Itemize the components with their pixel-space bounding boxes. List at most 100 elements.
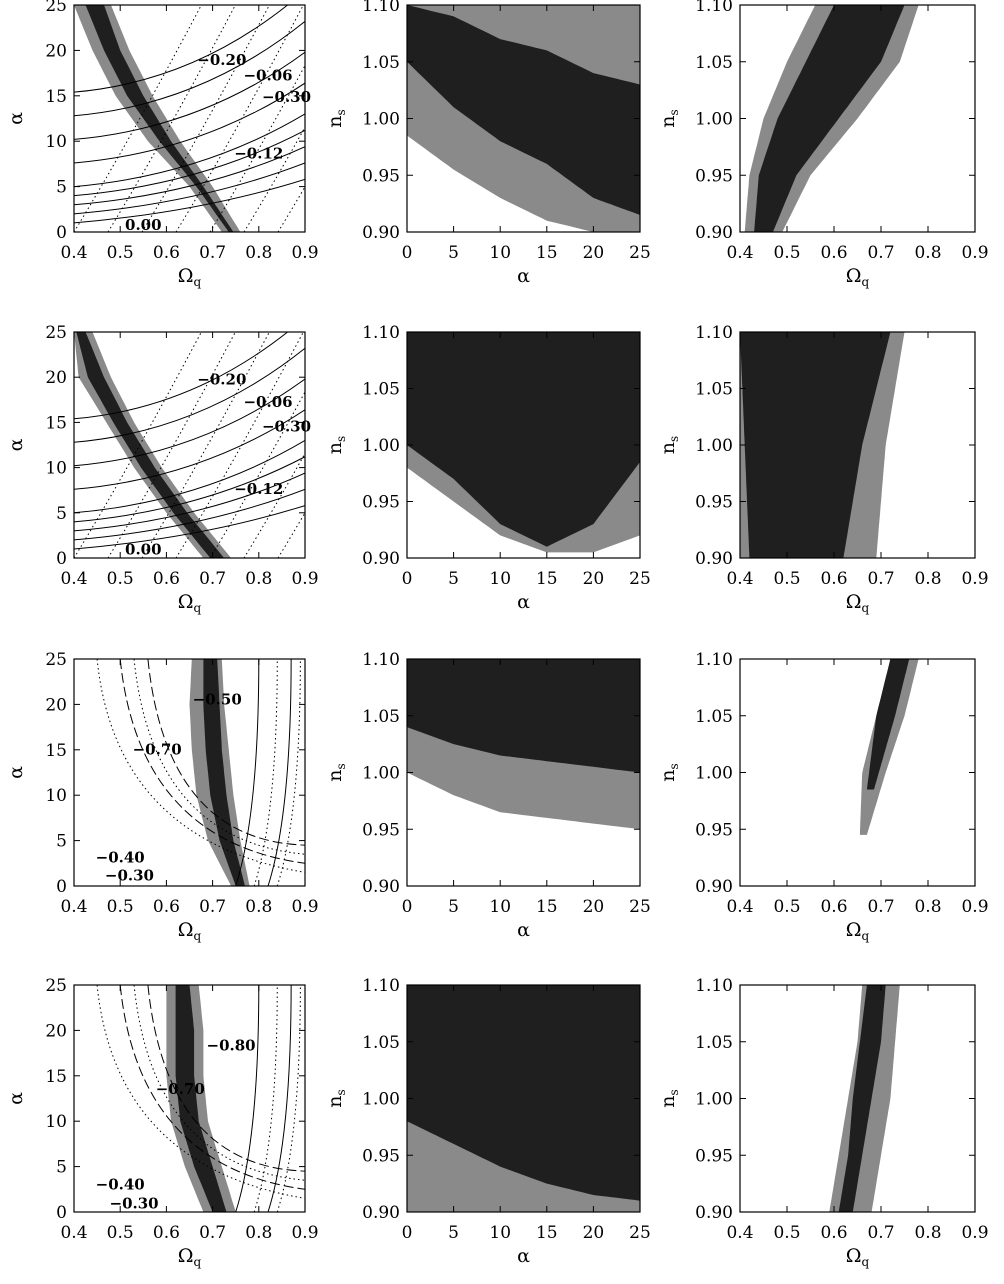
region-1sigma [175,985,227,1212]
panel-row2-col2: 0 5 10 15 20 25 0.90 0.95 1.00 1.05 1.10 α ns [324,323,651,613]
region-1sigma [407,985,640,1201]
y-tick-label: 25 [45,0,67,16]
panel-row4-col2: 0 5 10 15 20 25 0.90 0.95 1.00 1.05 1.10 α ns [324,976,651,1267]
x-tick-label: 10 [489,243,511,263]
region-1sigma [740,332,891,558]
iso-contour [74,5,289,93]
x-tick-label: 0.5 [773,569,800,589]
contour-label: −0.40 [96,1175,145,1193]
x-tick-label: 0 [402,1223,413,1243]
y-tick-label: 20 [45,695,67,715]
x-tick-label: 0.6 [820,243,847,263]
x-tick-label: 0.9 [961,243,988,263]
y-tick-label: 0.95 [695,1146,733,1166]
iso-contour [74,129,305,197]
iso-contour [253,985,278,1212]
iso-contour [74,378,305,467]
contour-label: −0.80 [207,1036,256,1054]
y-axis-label: α [5,1092,27,1105]
y-tick-label: 10 [45,459,67,479]
y-tick-label: 0.95 [695,493,733,513]
x-tick-label: 0.8 [245,897,272,917]
x-tick-label: 10 [489,1223,511,1243]
y-tick-label: 0.90 [695,877,733,897]
iso-contour [74,440,305,514]
x-tick-label: 0.6 [820,897,847,917]
x-tick-label: 0.6 [820,569,847,589]
x-tick-label: 0.5 [773,1223,800,1243]
x-tick-label: 0.8 [914,243,941,263]
x-tick-label: 0.7 [199,897,226,917]
x-tick-label: 0.5 [107,897,134,917]
iso-contour [96,985,305,1199]
y-tick-label: 1.05 [695,53,733,73]
panel-row1-col1: −0.20−0.06 −0.30 −0.12 0.00 0.4 0.5 0.6 0.7 0.8 0… [5,0,319,289]
plot-frame [739,658,976,887]
plot-frame [73,4,306,233]
y-tick-label: 1.00 [695,764,733,784]
y-tick-label: 1.10 [695,323,733,343]
iso-contour [74,178,305,224]
y-tick-label: 20 [45,1021,67,1041]
y-tick-label: 0 [56,549,67,569]
x-tick-label: 0.8 [914,897,941,917]
iso-contour [74,347,305,443]
iso-contour-dotted [175,332,304,558]
y-axis-label: ns [657,1089,681,1107]
y-axis-label: α [5,766,27,779]
region-1sigma [407,5,640,215]
x-tick-label: 0.9 [961,897,988,917]
x-tick-label: 20 [583,243,605,263]
x-tick-label: 0.6 [153,1223,180,1243]
y-tick-label: 15 [45,413,67,433]
y-tick-label: 5 [56,832,67,852]
iso-contour [74,472,305,532]
y-tick-label: 1.10 [362,0,400,16]
y-tick-label: 1.00 [695,436,733,456]
x-tick-label: 0.8 [245,243,272,263]
panel-row2-col1: −0.20 −0.06 −0.30 −0.12 0.00 0.4 0.5 0.6 0.7 0.8 0… [5,323,319,615]
y-tick-label: 1.00 [362,110,400,130]
x-tick-label: 0.7 [867,569,894,589]
plot-frame [73,658,306,887]
y-tick-label: 0.95 [362,820,400,840]
y-tick-label: 0.95 [695,166,733,186]
iso-contour-dotted [243,452,305,558]
x-tick-label: 0.4 [60,1223,87,1243]
panel-row3-col2: 0 5 10 15 20 25 0.90 0.95 1.00 1.05 1.10 α ns [324,650,651,941]
x-tick-label: 20 [583,1223,605,1243]
y-tick-label: 1.10 [695,0,733,16]
x-tick-label: 0.4 [726,1223,753,1243]
contour-label: −0.20 [197,51,246,69]
x-axis-label: α [517,919,530,941]
plot-frame [73,331,306,559]
x-axis-label: α [517,591,530,613]
y-tick-label: 25 [45,650,67,670]
region-1sigma [76,332,225,558]
y-tick-label: 0.90 [362,223,400,243]
x-tick-label: 0.8 [914,569,941,589]
contour-label: −0.50 [193,690,242,708]
x-tick-label: 0.7 [199,243,226,263]
y-tick-label: 10 [45,132,67,152]
x-tick-label: 15 [536,897,558,917]
iso-contour-dotted [141,5,270,232]
y-tick-label: 0.90 [362,549,400,569]
x-axis-label: Ωq [846,1245,870,1269]
iso-contour-dotted [277,185,305,232]
region-1sigma [866,659,910,790]
x-tick-label: 0.7 [867,243,894,263]
y-tick-label: 1.10 [362,976,400,996]
contour-label: −0.30 [105,867,154,885]
x-tick-label: 0.7 [867,897,894,917]
contour-label: −0.70 [156,1080,205,1098]
y-tick-label: 25 [45,323,67,343]
x-tick-label: 0 [402,897,413,917]
y-axis-label: ns [324,1089,348,1107]
y-tick-label: 0.90 [695,1203,733,1223]
panel-row3-col3: 0.4 0.5 0.6 0.7 0.8 0.9 0.90 0.95 1.00 1.05 1.10 Ωq… [657,650,989,943]
x-tick-label: 0.9 [291,1223,318,1243]
x-tick-label: 20 [583,569,605,589]
y-axis-label: α [5,438,27,451]
